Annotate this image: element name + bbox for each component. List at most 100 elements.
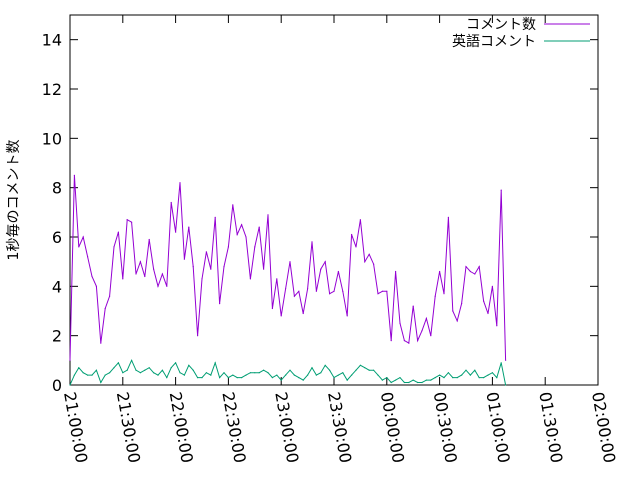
data-point-0-36 (227, 246, 229, 248)
data-point-1-72 (386, 377, 388, 379)
legend: コメント数 英語コメント (452, 17, 590, 50)
data-point-0-6 (95, 285, 97, 287)
x-tick-label-0: 21:00:00 (60, 390, 91, 464)
y-tick-label-2: 4 (52, 277, 62, 296)
data-point-0-38 (236, 233, 238, 236)
data-point-1-99 (505, 384, 507, 386)
data-point-0-96 (491, 285, 493, 287)
series-line-0 (69, 175, 507, 361)
data-point-1-22 (166, 377, 168, 379)
data-point-1-2 (78, 367, 80, 369)
data-point-0-2 (78, 246, 80, 248)
data-point-1-58 (324, 364, 326, 366)
data-point-0-85 (443, 293, 445, 295)
data-point-1-83 (434, 377, 436, 379)
data-point-0-23 (170, 201, 172, 204)
data-point-1-21 (161, 369, 163, 371)
data-point-0-61 (337, 270, 339, 273)
data-point-1-89 (461, 374, 463, 376)
data-point-0-0 (69, 359, 71, 361)
legend-label-comments: コメント数 (466, 17, 536, 33)
data-point-0-51 (293, 295, 295, 297)
data-point-0-47 (276, 278, 278, 280)
data-point-0-49 (285, 288, 287, 290)
data-point-1-44 (263, 369, 265, 371)
data-point-0-40 (245, 236, 247, 238)
data-point-0-72 (386, 290, 388, 292)
x-tick-label-10: 02:00:00 (588, 390, 619, 464)
data-point-0-81 (425, 317, 427, 319)
data-point-0-24 (175, 231, 177, 233)
y-tick-label-5: 10 (42, 129, 62, 148)
data-point-1-53 (302, 379, 304, 381)
data-point-1-75 (399, 377, 401, 379)
data-point-1-42 (254, 372, 256, 374)
data-point-1-50 (289, 369, 291, 371)
data-point-0-32 (210, 268, 212, 270)
data-point-0-89 (461, 303, 463, 305)
data-point-0-13 (126, 219, 128, 221)
data-point-0-1 (73, 174, 75, 176)
data-point-1-66 (359, 364, 361, 366)
data-point-1-82 (430, 379, 432, 381)
data-point-1-14 (131, 359, 133, 361)
data-point-1-94 (483, 377, 485, 379)
data-point-1-36 (227, 377, 229, 379)
data-point-1-64 (351, 374, 353, 376)
data-point-1-17 (144, 369, 146, 371)
plot-frame (69, 14, 599, 386)
data-point-1-62 (342, 372, 344, 374)
data-point-1-78 (412, 379, 414, 381)
data-point-0-28 (192, 266, 194, 268)
data-point-1-69 (373, 369, 375, 371)
data-point-0-87 (452, 310, 454, 312)
data-point-1-70 (377, 374, 379, 376)
data-point-0-82 (430, 335, 432, 337)
data-point-1-76 (403, 381, 405, 384)
x-tick-label-3: 22:30:00 (218, 390, 249, 464)
data-point-0-27 (188, 226, 190, 228)
data-point-0-75 (399, 322, 401, 324)
data-point-1-48 (280, 379, 282, 381)
data-point-0-92 (474, 273, 476, 275)
data-point-0-20 (157, 285, 159, 287)
data-point-0-67 (364, 261, 366, 263)
data-point-1-38 (236, 377, 238, 379)
data-point-0-97 (496, 325, 498, 327)
data-point-1-85 (443, 377, 445, 379)
data-point-0-88 (456, 320, 458, 322)
data-point-1-45 (267, 372, 269, 374)
data-point-0-19 (153, 268, 155, 270)
data-point-1-13 (126, 369, 128, 371)
data-point-0-35 (223, 266, 225, 268)
data-point-1-32 (210, 374, 212, 376)
data-point-1-33 (214, 362, 216, 364)
data-point-0-18 (148, 238, 150, 241)
data-point-1-15 (135, 369, 137, 371)
data-point-1-97 (496, 377, 498, 379)
data-point-1-25 (179, 372, 181, 374)
data-point-1-57 (320, 372, 322, 374)
data-point-0-99 (505, 359, 507, 361)
data-point-1-96 (491, 372, 493, 374)
x-axis: 21:00:00 21:30:00 22:00:00 22:30:00 23:00:00… (60, 15, 619, 464)
data-point-0-78 (412, 305, 414, 307)
data-point-0-26 (183, 258, 185, 260)
data-point-0-53 (302, 312, 304, 315)
data-point-1-60 (333, 377, 335, 379)
x-tick-label-5: 23:30:00 (324, 390, 355, 464)
data-point-1-52 (298, 377, 300, 379)
data-point-1-3 (82, 372, 84, 374)
data-point-1-73 (390, 381, 392, 384)
data-point-0-14 (131, 221, 133, 223)
data-point-1-23 (170, 367, 172, 369)
data-point-1-91 (469, 374, 471, 376)
data-point-0-56 (315, 290, 317, 292)
data-point-1-54 (307, 374, 309, 376)
data-point-1-43 (258, 372, 260, 374)
data-point-0-46 (271, 307, 273, 310)
data-point-1-77 (408, 381, 410, 384)
legend-label-english-comments: 英語コメント (452, 33, 536, 50)
data-point-1-29 (197, 377, 199, 379)
